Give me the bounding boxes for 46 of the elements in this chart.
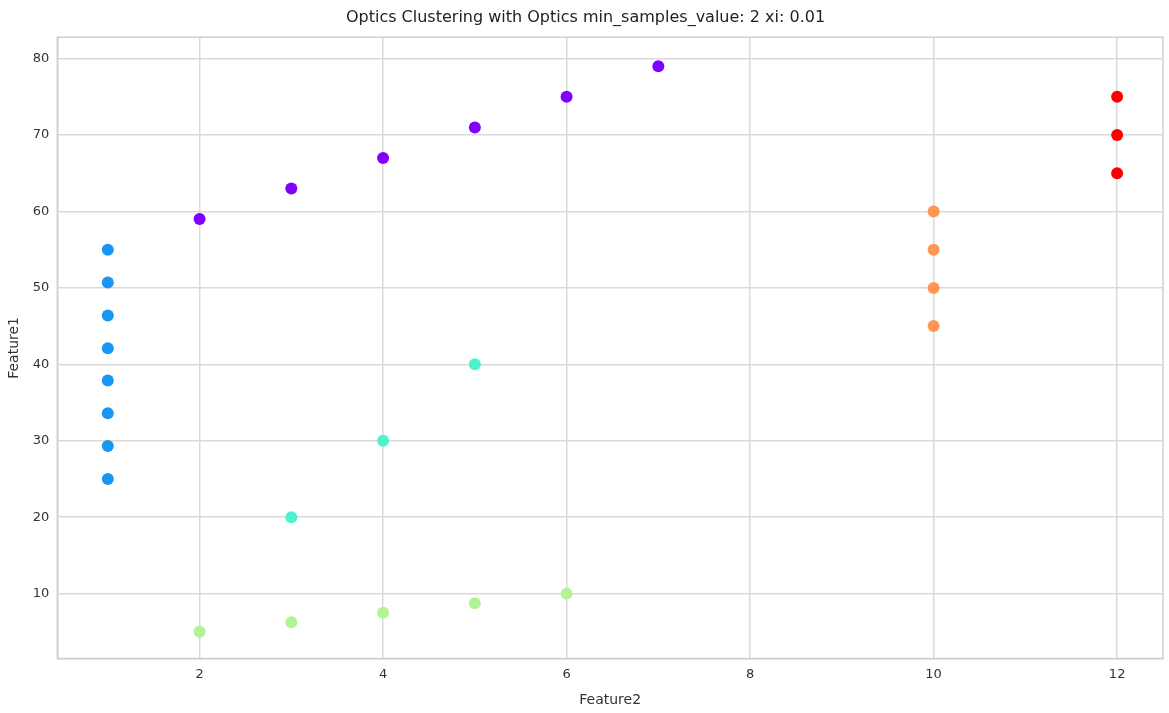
y-tick-label: 50	[32, 279, 50, 295]
point	[1111, 167, 1124, 180]
point	[101, 342, 114, 355]
point	[101, 243, 114, 256]
x-tick-label: 6	[562, 665, 571, 681]
point	[468, 597, 481, 610]
point	[377, 151, 390, 164]
x-tick-label: 4	[378, 665, 388, 681]
point	[101, 472, 114, 485]
point	[1111, 129, 1124, 142]
y-tick-label: 40	[32, 355, 50, 371]
point	[193, 625, 206, 638]
x-tick-label: 8	[745, 665, 755, 681]
point	[285, 616, 298, 629]
point	[560, 90, 573, 103]
y-tick-label: 10	[32, 585, 50, 601]
x-axis-title: Feature2	[579, 691, 642, 708]
point	[468, 358, 481, 371]
point	[101, 309, 114, 322]
point	[101, 276, 114, 289]
point	[377, 434, 390, 447]
point	[377, 606, 390, 619]
point	[927, 281, 940, 294]
point	[101, 407, 114, 420]
x-tick-label: 2	[195, 665, 204, 681]
point	[193, 213, 206, 226]
point	[927, 243, 940, 256]
point	[652, 60, 665, 73]
y-axis-title: Feature1	[5, 316, 22, 379]
point	[101, 440, 114, 453]
point	[285, 182, 298, 195]
point	[560, 587, 573, 600]
y-tick-label: 60	[32, 202, 50, 218]
point	[468, 121, 481, 134]
x-tick-label: 12	[1108, 665, 1126, 681]
point	[927, 320, 940, 333]
point	[927, 205, 940, 218]
x-tick-label: 10	[925, 665, 942, 681]
point	[101, 374, 114, 387]
point	[1111, 90, 1124, 103]
y-tick-label: 70	[32, 126, 50, 142]
y-tick-label: 20	[32, 508, 50, 524]
y-tick-label: 30	[32, 432, 50, 448]
y-tick-label: 80	[32, 49, 50, 65]
point	[285, 511, 298, 524]
chart-title: Optics Clustering with Optics min_samples_value: 2 xi: 0.01	[345, 6, 826, 27]
